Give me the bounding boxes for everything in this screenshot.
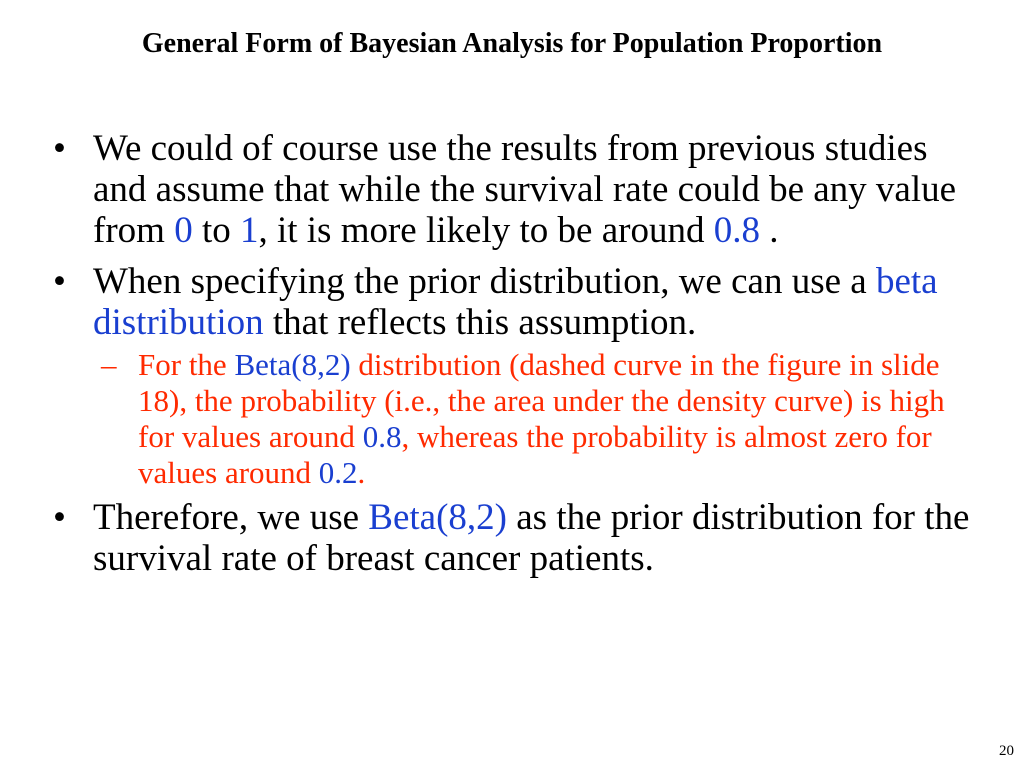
highlight-value: 0.2 — [318, 455, 358, 490]
highlight-value: 1 — [239, 210, 259, 251]
bullet-text: . — [759, 210, 779, 251]
sub-bullet-text: . — [357, 455, 366, 490]
sub-bullet-text: For the — [138, 347, 235, 382]
bullet-prior-assumption: • We could of course use the results fro… — [53, 128, 973, 251]
bullet-marker: • — [53, 497, 66, 538]
highlight-value: 0.8 — [713, 210, 760, 251]
highlight-term: beta distribution — [93, 261, 938, 343]
sub-bullet-marker: – — [101, 347, 117, 382]
bullet-beta-distribution: • When specifying the prior distribution… — [53, 261, 973, 343]
sub-bullet-beta-8-2: – For the Beta(8,2) distribution (dashed… — [101, 347, 988, 491]
slide-body: • We could of course use the results fro… — [0, 128, 1024, 579]
slide-number: 20 — [999, 743, 1014, 759]
bullet-text: When specifying the prior distribution, … — [93, 261, 876, 302]
sub-bullet-text: distribution (dashed curve in the figure… — [138, 347, 945, 454]
highlight-term: Beta(8,2) — [368, 497, 507, 538]
bullet-text: , it is more likely to be around — [258, 210, 714, 251]
bullet-text: Therefore, we use — [93, 497, 369, 538]
bullet-text: We could of course use the results from … — [93, 128, 957, 251]
bullet-conclusion: • Therefore, we use Beta(8,2) as the pri… — [53, 497, 973, 579]
slide-title: General Form of Bayesian Analysis for Po… — [141, 28, 883, 59]
bullet-marker: • — [53, 261, 66, 302]
highlight-value: 0.8 — [362, 419, 402, 454]
bullet-text: that reflects this assumption. — [263, 302, 697, 343]
highlight-value: 0 — [174, 210, 193, 251]
bullet-marker: • — [53, 128, 66, 169]
bullet-text: to — [192, 210, 240, 251]
bullet-text: as the prior distribution for the surviv… — [93, 497, 970, 579]
sub-bullet-text: , whereas the probability is almost zero… — [138, 419, 932, 490]
highlight-term: Beta(8,2) — [234, 347, 351, 382]
